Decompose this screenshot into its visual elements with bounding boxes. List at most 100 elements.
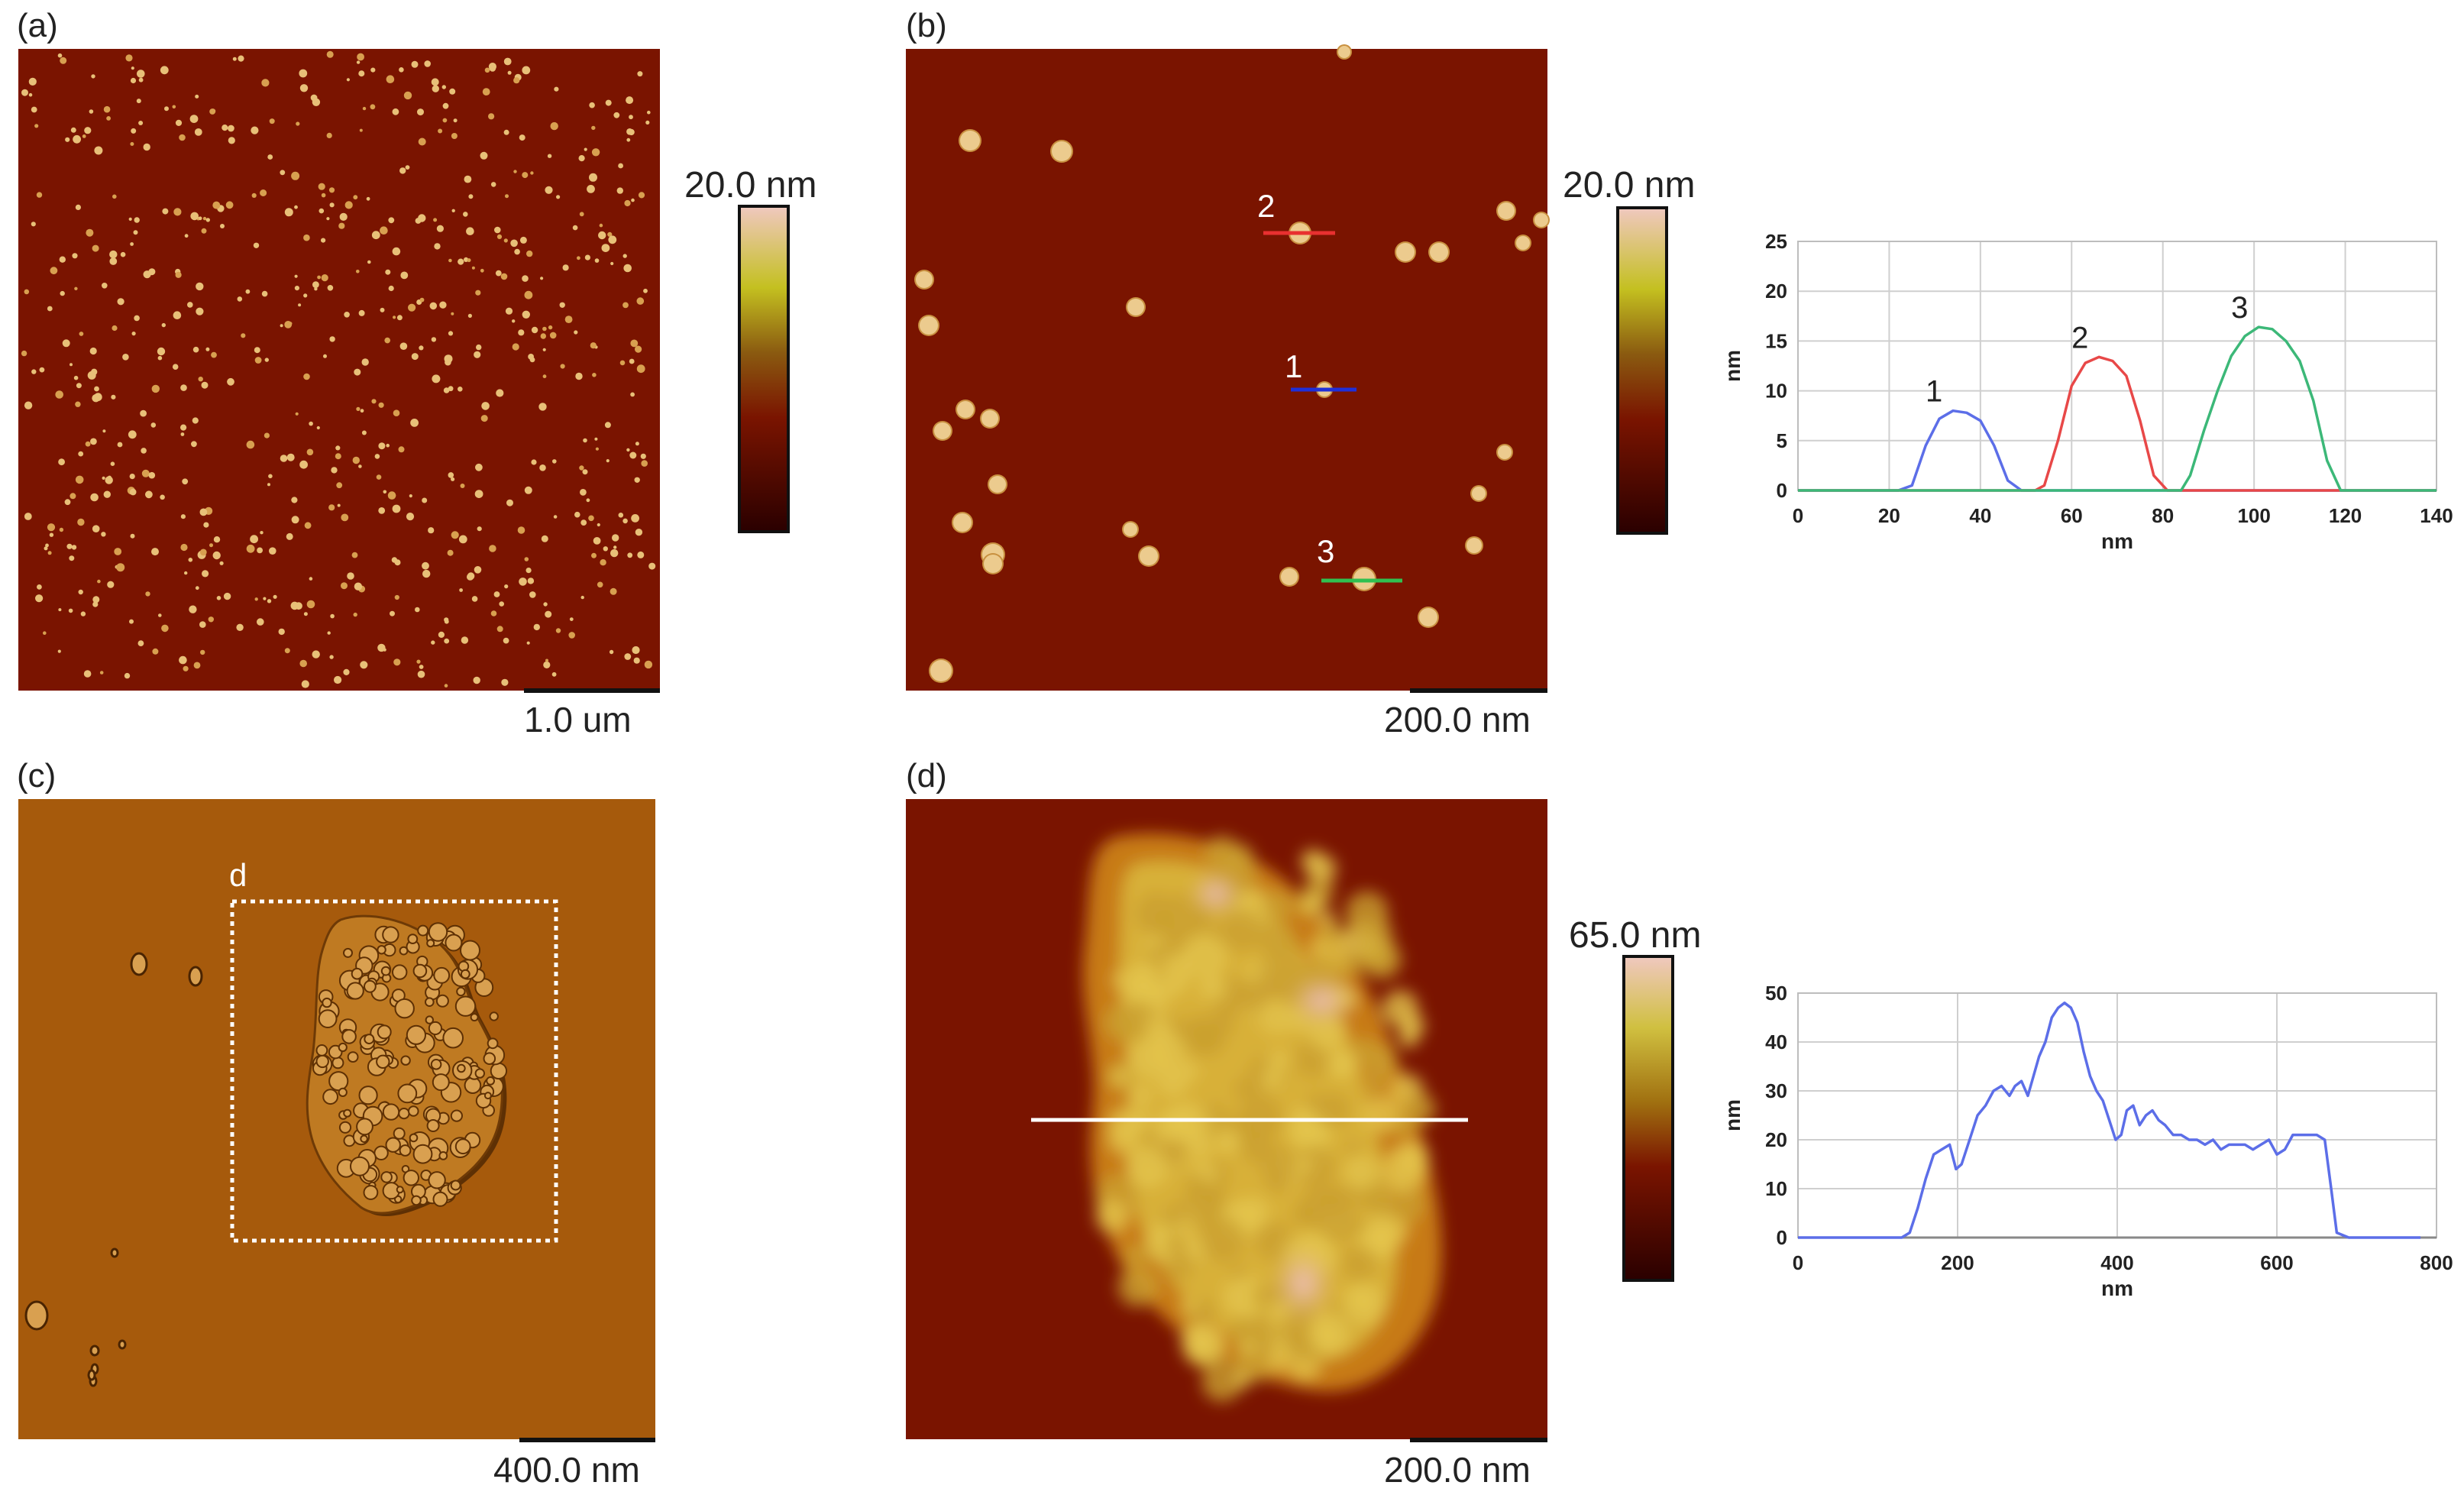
aggregate-bump: [1363, 1096, 1399, 1133]
nanoparticle: [309, 577, 313, 581]
aggregate-bump: [363, 1185, 379, 1200]
nanoparticle: [254, 357, 262, 364]
nanoparticle: [202, 216, 207, 221]
nanoparticle: [68, 608, 73, 613]
nanoparticle: [134, 315, 140, 322]
nanoparticle: [107, 581, 115, 588]
nanoparticle: [125, 54, 133, 62]
nanoparticle: [597, 581, 603, 588]
nanoparticle: [1466, 538, 1482, 553]
nanoparticle: [637, 71, 643, 77]
nanoparticle: [471, 596, 478, 602]
nanoparticle: [371, 231, 380, 240]
nanoparticle: [82, 134, 86, 138]
nanoparticle: [251, 126, 259, 134]
nanoparticle: [448, 386, 454, 392]
aggregate-bump: [1262, 891, 1293, 922]
aggregate-bump: [392, 964, 408, 980]
nanoparticle: [503, 57, 512, 66]
nanoparticle: [44, 546, 48, 551]
aggregate-bump: [346, 982, 364, 1000]
aggregate-bump: [331, 1057, 344, 1069]
nanoparticle: [183, 665, 189, 671]
nanoparticle: [526, 641, 530, 645]
nanoparticle: [160, 494, 165, 500]
nanoparticle: [540, 333, 546, 339]
nanoparticle: [71, 545, 77, 550]
nanoparticle: [209, 108, 215, 115]
nanoparticle: [31, 222, 36, 227]
nanoparticle: [65, 137, 70, 142]
nanoparticle: [1534, 213, 1548, 227]
nanoparticle: [354, 368, 361, 376]
nanoparticle: [288, 322, 293, 325]
nanoparticle: [310, 94, 318, 102]
nanoparticle: [116, 563, 125, 572]
nanoparticle: [303, 293, 308, 298]
nanoparticle: [519, 134, 525, 141]
nanoparticle: [187, 302, 193, 308]
nanoparticle: [595, 447, 600, 451]
nanoparticle: [50, 267, 58, 275]
nanoparticle: [157, 347, 166, 356]
aggregate-bump: [1198, 973, 1227, 1002]
nanoparticle: [451, 312, 454, 316]
nanoparticle: [109, 250, 118, 259]
panel-b-colorbar: 20.0 nm: [1563, 165, 1695, 535]
nanoparticle: [560, 364, 565, 369]
nanoparticle: [102, 429, 106, 433]
nanoparticle: [629, 358, 635, 364]
nanoparticle: [482, 88, 490, 95]
nanoparticle: [476, 344, 482, 351]
aggregate-bump: [1294, 1156, 1312, 1174]
nanoparticle: [306, 600, 315, 609]
nanoparticle: [1516, 236, 1530, 250]
nanoparticle: [431, 337, 437, 342]
y-tick-label: 0: [1777, 1226, 1787, 1249]
nanoparticle: [519, 236, 527, 244]
nanoparticle: [474, 351, 481, 358]
nanoparticle: [542, 374, 547, 379]
aggregate-bump: [1191, 1020, 1226, 1056]
nanoparticle: [916, 271, 933, 288]
nanoparticle: [227, 377, 234, 386]
nanoparticle: [442, 118, 448, 123]
nanoparticle: [542, 348, 546, 351]
panel-b-particles: [914, 44, 1550, 683]
panel-b-colorbar-max: 20.0 nm: [1563, 165, 1695, 205]
nanoparticle: [410, 419, 419, 427]
nanoparticle: [1124, 523, 1137, 536]
nanoparticle: [594, 437, 598, 441]
nanoparticle: [301, 680, 309, 688]
nanoparticle: [148, 471, 156, 479]
nanoparticle: [309, 421, 313, 426]
nanoparticle: [264, 358, 269, 362]
x-tick-label: 0: [1793, 504, 1803, 527]
nanoparticle: [531, 459, 537, 465]
nanoparticle: [261, 290, 268, 297]
nanoparticle: [458, 535, 467, 544]
y-tick-label: 30: [1765, 1079, 1787, 1102]
nanoparticle: [278, 628, 285, 636]
nanoparticle: [519, 578, 527, 586]
nanoparticle: [73, 134, 81, 144]
aggregate-bump: [1361, 939, 1402, 979]
nanoparticle: [403, 91, 412, 100]
nanoparticle: [438, 128, 443, 134]
nanoparticle: [175, 119, 183, 126]
nanoparticle: [357, 53, 364, 61]
nanoparticle: [449, 88, 456, 95]
aggregate-bump: [438, 1151, 448, 1160]
y-tick-label: 10: [1765, 380, 1787, 403]
nanoparticle: [31, 106, 37, 113]
nanoparticle: [228, 137, 235, 144]
aggregate-bump: [350, 1156, 370, 1176]
nanoparticle: [294, 274, 298, 278]
aggregate-bump: [360, 1134, 368, 1144]
panel-d-colorbar-gradient: [1622, 955, 1674, 1282]
nanoparticle: [205, 218, 210, 222]
nanoparticle: [409, 494, 412, 498]
nanoparticle: [72, 253, 78, 259]
nanoparticle: [299, 84, 309, 92]
nanoparticle: [386, 75, 395, 83]
